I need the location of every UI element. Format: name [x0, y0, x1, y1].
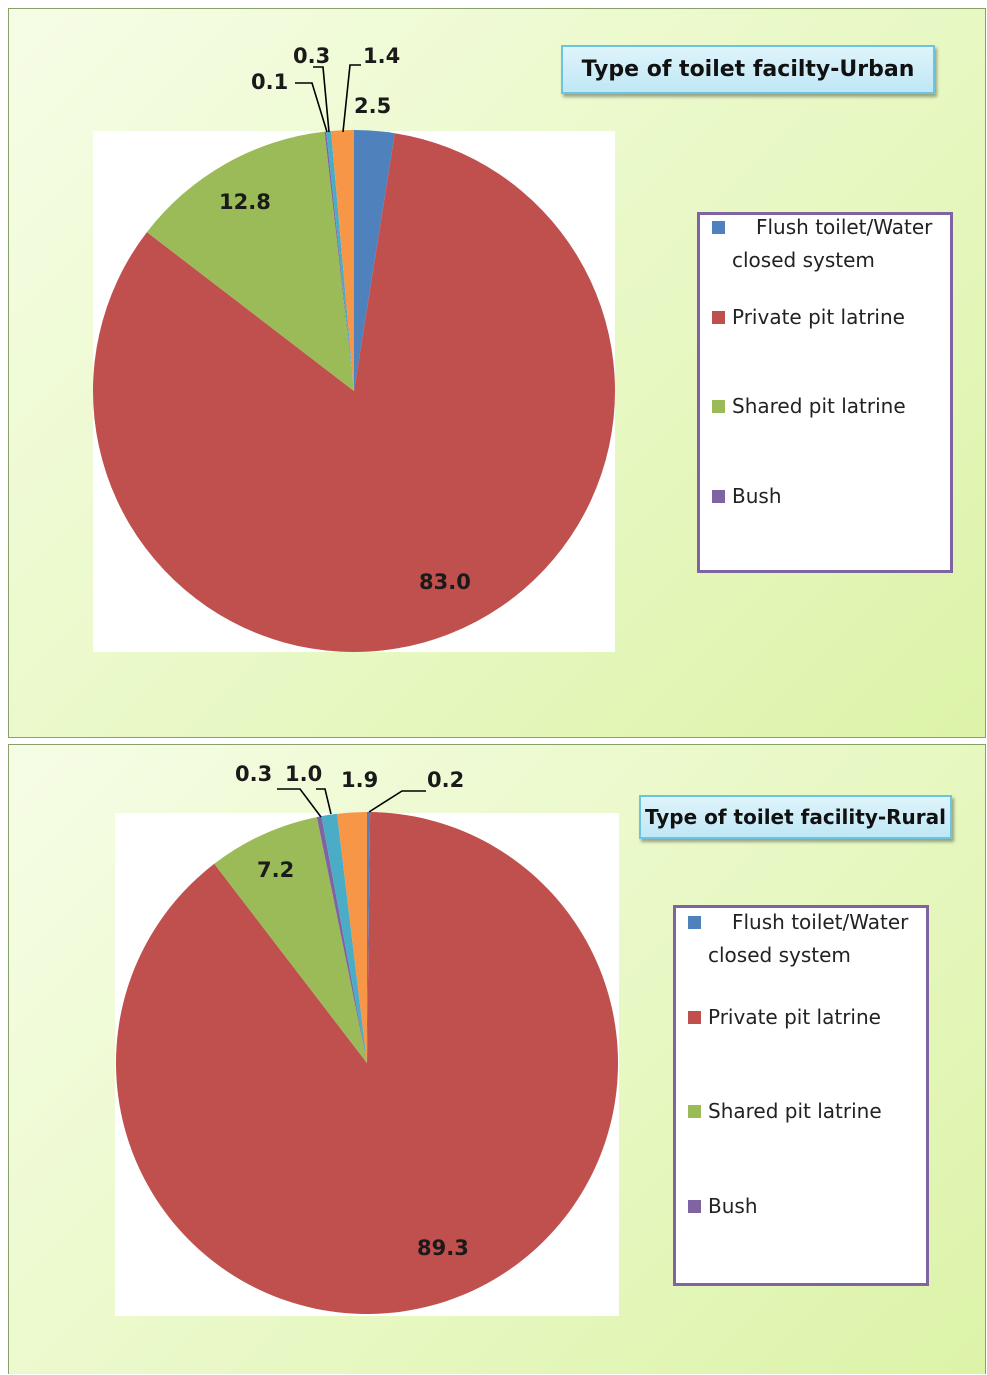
rural-pie-chart: 0.2 89.3 7.2 0.3 1.0 1.9	[116, 762, 619, 1315]
legend-swatch-bush	[688, 1200, 701, 1213]
leader-line	[316, 788, 332, 815]
legend-label-flush: Flush toilet/Water closed system	[708, 910, 909, 967]
urban-chart-panel: 2.5 83.0 12.8 0.1 0.3 1.4 Type of toilet faci…	[8, 8, 986, 738]
rural-chart-panel: 0.2 89.3 7.2 0.3 1.0 1.9 Type of toilet facil…	[8, 744, 986, 1374]
legend-swatch-bush	[712, 490, 725, 503]
leader-line	[313, 66, 330, 133]
data-label: 0.3	[293, 44, 330, 68]
urban-chart-title: Type of toilet facilty-Urban	[561, 45, 935, 94]
legend-label-bush: Bush	[732, 484, 782, 508]
pie-slice-flush-toilet-water-closed-system	[354, 130, 395, 391]
pie-slice-unlisted-5	[331, 130, 354, 391]
legend-swatch-shared-pit	[712, 400, 725, 413]
legend-label-shared-pit: Shared pit latrine	[708, 1099, 882, 1123]
data-label: 2.5	[354, 94, 391, 118]
pie-slice-unlisted-5	[337, 812, 367, 1063]
data-label: 0.2	[427, 768, 464, 792]
data-label: 1.4	[363, 44, 400, 68]
pie-slice-unlisted-4	[321, 813, 367, 1063]
legend-label-flush: Flush toilet/Water closed system	[732, 215, 933, 272]
legend-label-bush: Bush	[708, 1194, 758, 1218]
pie-slice-bush	[316, 816, 367, 1063]
legend-swatch-flush	[712, 221, 725, 234]
pie-slice-unlisted-4	[326, 131, 354, 391]
legend-swatch-private-pit	[688, 1011, 701, 1024]
pie-slice-bush	[324, 131, 354, 391]
data-label: 1.0	[285, 762, 322, 786]
leader-line	[368, 790, 426, 813]
data-label: 12.8	[219, 190, 271, 214]
legend-swatch-flush	[688, 916, 701, 929]
rural-legend: Flush toilet/Water closed system Private…	[673, 905, 929, 1286]
legend-label-private-pit: Private pit latrine	[732, 305, 905, 329]
legend-label-shared-pit: Shared pit latrine	[732, 394, 906, 418]
urban-pie-chart: 2.5 83.0 12.8 0.10.3 1.4	[92, 44, 615, 653]
legend-swatch-shared-pit	[688, 1105, 701, 1118]
pie-slice-shared-pit-latrine	[214, 817, 367, 1063]
data-label: 83.0	[419, 570, 471, 594]
data-label: 89.3	[417, 1236, 469, 1260]
leader-line	[342, 64, 361, 133]
pie-slice-private-pit-latrine	[92, 133, 615, 653]
legend-swatch-private-pit	[712, 311, 725, 324]
pie-slice-flush-toilet-water-closed-system	[367, 812, 371, 1063]
leader-line	[277, 788, 322, 818]
urban-legend: Flush toilet/Water closed system Private…	[697, 212, 953, 573]
data-label: 0.3	[235, 762, 272, 786]
legend-label-private-pit: Private pit latrine	[708, 1005, 881, 1029]
data-label: 0.1	[251, 70, 288, 94]
data-label: 7.2	[257, 858, 294, 882]
data-label: 1.9	[341, 768, 378, 792]
pie-slice-private-pit-latrine	[116, 812, 619, 1315]
pie-slice-shared-pit-latrine	[146, 131, 354, 391]
rural-chart-title: Type of toilet facility-Rural	[639, 795, 952, 839]
leader-line	[295, 82, 328, 133]
